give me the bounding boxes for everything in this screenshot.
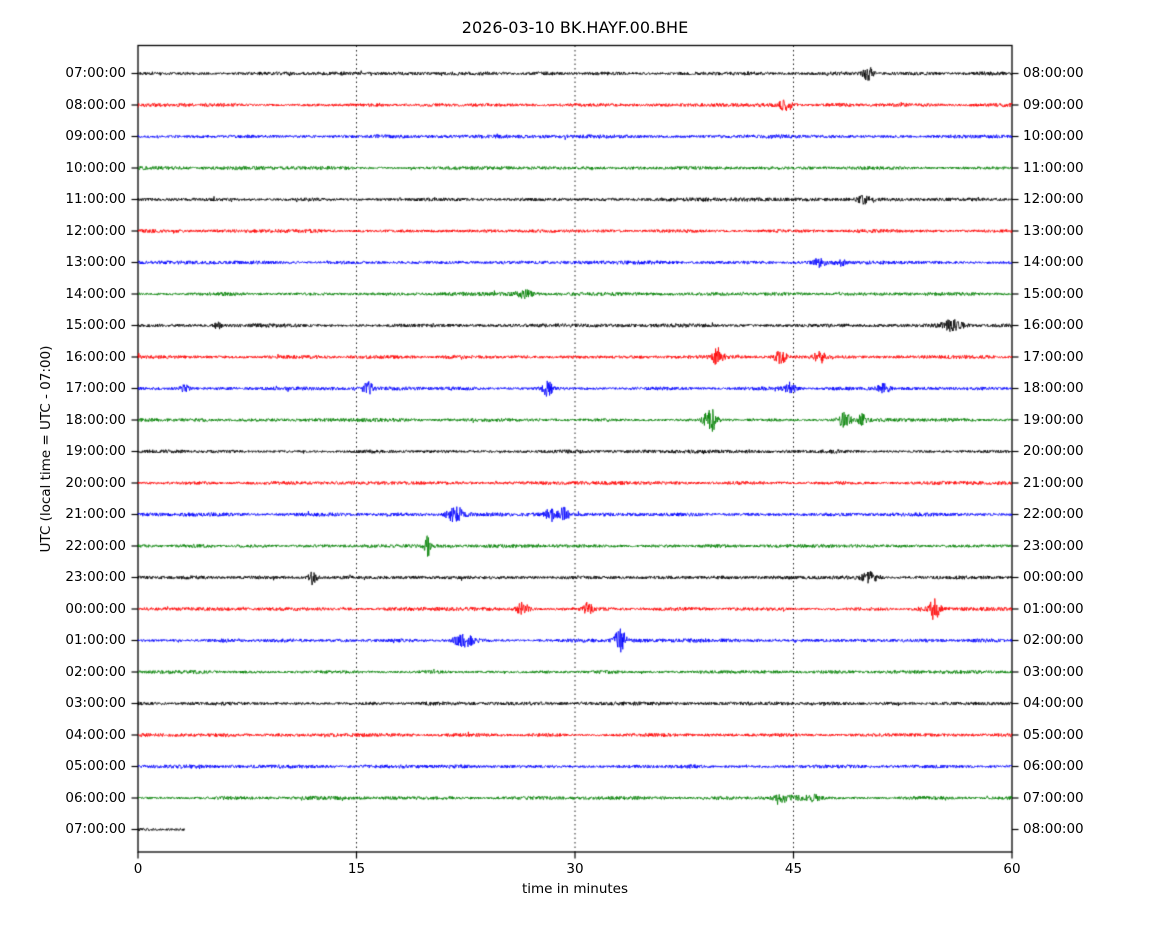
row-label-local: 08:00:00 — [1023, 65, 1084, 81]
row-label-local: 02:00:00 — [1023, 632, 1084, 648]
row-label-local: 10:00:00 — [1023, 128, 1084, 144]
row-label-utc: 20:00:00 — [65, 474, 126, 491]
x-tick-label: 45 — [784, 861, 803, 877]
row-label-local: 04:00:00 — [1023, 695, 1084, 711]
row-label-utc: 17:00:00 — [65, 380, 126, 396]
row-label-utc: 18:00:00 — [65, 411, 126, 428]
row-label-utc: 03:00:00 — [65, 695, 126, 711]
row-label-utc: 11:00:00 — [65, 191, 126, 207]
row-label-utc: 00:00:00 — [65, 600, 126, 617]
row-label-local: 13:00:00 — [1023, 222, 1084, 239]
row-label-utc: 23:00:00 — [65, 569, 126, 585]
row-label-utc: 06:00:00 — [65, 789, 126, 806]
row-label-local: 18:00:00 — [1023, 380, 1084, 396]
row-label-local: 22:00:00 — [1023, 506, 1084, 522]
row-label-utc: 19:00:00 — [65, 443, 126, 459]
x-tick-label: 60 — [1003, 861, 1021, 877]
row-label-local: 21:00:00 — [1023, 474, 1084, 491]
x-axis-label: time in minutes — [521, 881, 629, 897]
row-label-utc: 01:00:00 — [65, 632, 126, 648]
row-label-utc: 16:00:00 — [65, 348, 126, 365]
row-label-local: 11:00:00 — [1023, 159, 1084, 176]
row-label-utc: 07:00:00 — [65, 821, 126, 837]
row-label-local: 14:00:00 — [1023, 254, 1084, 270]
row-label-local: 07:00:00 — [1023, 789, 1084, 806]
row-label-utc: 07:00:00 — [65, 65, 126, 81]
row-label-utc: 09:00:00 — [65, 128, 126, 144]
row-label-utc: 14:00:00 — [65, 285, 126, 302]
row-label-local: 08:00:00 — [1023, 821, 1084, 837]
row-label-utc: 05:00:00 — [65, 758, 126, 774]
row-label-local: 19:00:00 — [1023, 411, 1084, 428]
row-label-utc: 10:00:00 — [65, 159, 126, 176]
row-label-utc: 02:00:00 — [65, 663, 126, 680]
row-label-local: 16:00:00 — [1023, 317, 1084, 333]
row-label-utc: 12:00:00 — [65, 222, 126, 239]
row-label-local: 00:00:00 — [1023, 569, 1084, 585]
x-tick-label: 30 — [566, 861, 584, 877]
x-tick-label: 0 — [133, 861, 143, 877]
row-label-local: 05:00:00 — [1023, 726, 1084, 743]
row-label-utc: 13:00:00 — [65, 254, 126, 270]
row-label-local: 12:00:00 — [1023, 191, 1084, 207]
row-label-local: 09:00:00 — [1023, 96, 1084, 113]
row-label-utc: 22:00:00 — [65, 537, 126, 554]
row-label-local: 17:00:00 — [1023, 348, 1084, 365]
row-label-local: 23:00:00 — [1023, 537, 1084, 554]
row-label-utc: 04:00:00 — [65, 726, 126, 743]
row-label-utc: 15:00:00 — [65, 317, 126, 333]
row-label-local: 15:00:00 — [1023, 285, 1084, 302]
plot-title: 2026-03-10 BK.HAYF.00.BHE — [461, 18, 689, 37]
x-tick-label: 15 — [347, 861, 366, 877]
row-label-local: 20:00:00 — [1023, 443, 1084, 459]
row-label-local: 03:00:00 — [1023, 663, 1084, 680]
row-label-utc: 08:00:00 — [65, 96, 126, 113]
row-label-local: 01:00:00 — [1023, 600, 1084, 617]
row-label-local: 06:00:00 — [1023, 758, 1084, 774]
row-label-utc: 21:00:00 — [65, 506, 126, 522]
